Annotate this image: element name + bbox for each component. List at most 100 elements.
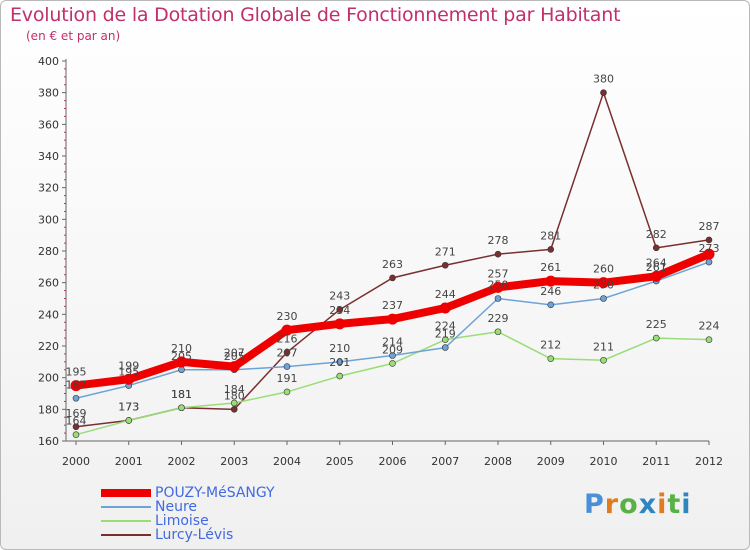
data-point bbox=[283, 349, 291, 356]
data-label: 201 bbox=[329, 356, 350, 369]
x-tick-label: 2004 bbox=[273, 455, 301, 468]
data-point bbox=[334, 318, 346, 330]
data-label: 271 bbox=[435, 245, 456, 258]
data-point bbox=[387, 313, 398, 325]
data-label: 278 bbox=[488, 234, 509, 247]
x-tick-label: 2005 bbox=[326, 455, 354, 468]
data-label: 207 bbox=[277, 347, 298, 360]
y-tick-label: 380 bbox=[38, 87, 59, 100]
data-point bbox=[703, 248, 715, 260]
data-point bbox=[336, 306, 344, 313]
data-point bbox=[600, 356, 607, 364]
x-tick-label: 2007 bbox=[431, 455, 459, 468]
data-label: 224 bbox=[435, 320, 456, 333]
data-point bbox=[72, 431, 80, 438]
data-label: 199 bbox=[118, 359, 139, 372]
data-point bbox=[547, 355, 555, 362]
data-point bbox=[494, 250, 502, 258]
x-tick-label: 2008 bbox=[484, 455, 512, 468]
data-point bbox=[547, 301, 555, 309]
data-label: 281 bbox=[540, 229, 561, 242]
data-point bbox=[230, 406, 238, 413]
x-tick-label: 2006 bbox=[379, 455, 407, 468]
data-label: 243 bbox=[329, 290, 350, 303]
data-point bbox=[705, 336, 713, 343]
data-point bbox=[125, 417, 133, 424]
data-point bbox=[600, 89, 607, 96]
y-tick-label: 180 bbox=[38, 403, 59, 416]
x-tick-label: 2012 bbox=[695, 455, 723, 468]
data-label: 287 bbox=[699, 220, 720, 233]
legend-swatch bbox=[101, 489, 151, 497]
y-tick-label: 300 bbox=[38, 213, 59, 226]
data-point bbox=[705, 236, 713, 244]
data-point bbox=[441, 344, 449, 351]
chart-subtitle: (en € et par an) bbox=[26, 29, 121, 43]
y-tick-label: 320 bbox=[38, 182, 59, 195]
data-point bbox=[389, 352, 396, 359]
x-tick-label: 2002 bbox=[168, 455, 196, 468]
x-tick-label: 2001 bbox=[115, 455, 143, 468]
data-label: 229 bbox=[488, 312, 509, 325]
legend-swatch bbox=[101, 534, 151, 536]
data-label: 181 bbox=[171, 388, 192, 401]
data-label: 207 bbox=[224, 347, 245, 360]
y-tick-label: 220 bbox=[38, 340, 59, 353]
data-point bbox=[652, 244, 660, 252]
data-point bbox=[72, 423, 80, 431]
data-label: 212 bbox=[540, 339, 561, 352]
logo-letter: i bbox=[681, 489, 692, 520]
data-point bbox=[336, 372, 344, 380]
data-point bbox=[705, 258, 713, 266]
data-label: 282 bbox=[646, 228, 667, 241]
legend-swatch bbox=[101, 520, 151, 522]
data-point bbox=[439, 302, 451, 314]
data-label: 211 bbox=[593, 340, 614, 353]
data-point bbox=[545, 275, 557, 287]
y-tick-label: 260 bbox=[38, 277, 59, 290]
data-label: 210 bbox=[171, 342, 192, 355]
data-label: 209 bbox=[382, 343, 403, 356]
data-point bbox=[600, 295, 607, 302]
data-label: 225 bbox=[646, 318, 667, 331]
data-label: 263 bbox=[382, 258, 403, 271]
data-point bbox=[70, 380, 82, 392]
logo-letter: t bbox=[667, 489, 682, 520]
data-point bbox=[494, 328, 502, 336]
data-point bbox=[178, 404, 185, 412]
legend-label: Neure bbox=[155, 499, 198, 515]
data-label: 219 bbox=[435, 328, 456, 341]
y-tick-label: 240 bbox=[38, 308, 59, 321]
data-label: 264 bbox=[646, 256, 667, 269]
legend-label: Limoise bbox=[155, 513, 209, 529]
y-tick-label: 340 bbox=[38, 150, 59, 163]
data-point bbox=[281, 324, 293, 336]
data-point bbox=[178, 366, 185, 374]
x-tick-label: 2010 bbox=[590, 455, 618, 468]
y-tick-label: 280 bbox=[38, 245, 59, 258]
data-label: 250 bbox=[593, 279, 614, 292]
data-label: 261 bbox=[646, 261, 667, 274]
data-point bbox=[283, 363, 291, 370]
data-label: 230 bbox=[277, 310, 298, 323]
data-label: 173 bbox=[118, 400, 139, 413]
chart-title: Evolution de la Dotation Globale de Fonc… bbox=[10, 4, 621, 26]
legend-swatch bbox=[101, 506, 151, 508]
x-tick-label: 2011 bbox=[642, 455, 670, 468]
data-point bbox=[650, 270, 662, 282]
data-point bbox=[283, 388, 291, 396]
data-label: 234 bbox=[329, 304, 350, 317]
data-label: 261 bbox=[540, 261, 561, 274]
data-point bbox=[547, 246, 555, 253]
data-point bbox=[72, 394, 80, 402]
data-point bbox=[230, 399, 238, 407]
data-label: 164 bbox=[66, 415, 87, 428]
data-label: 191 bbox=[277, 372, 298, 385]
data-point bbox=[492, 281, 504, 293]
data-label: 273 bbox=[699, 242, 720, 255]
data-label: 224 bbox=[699, 320, 720, 333]
logo-letter: r bbox=[604, 489, 620, 520]
data-label: 380 bbox=[593, 73, 614, 86]
